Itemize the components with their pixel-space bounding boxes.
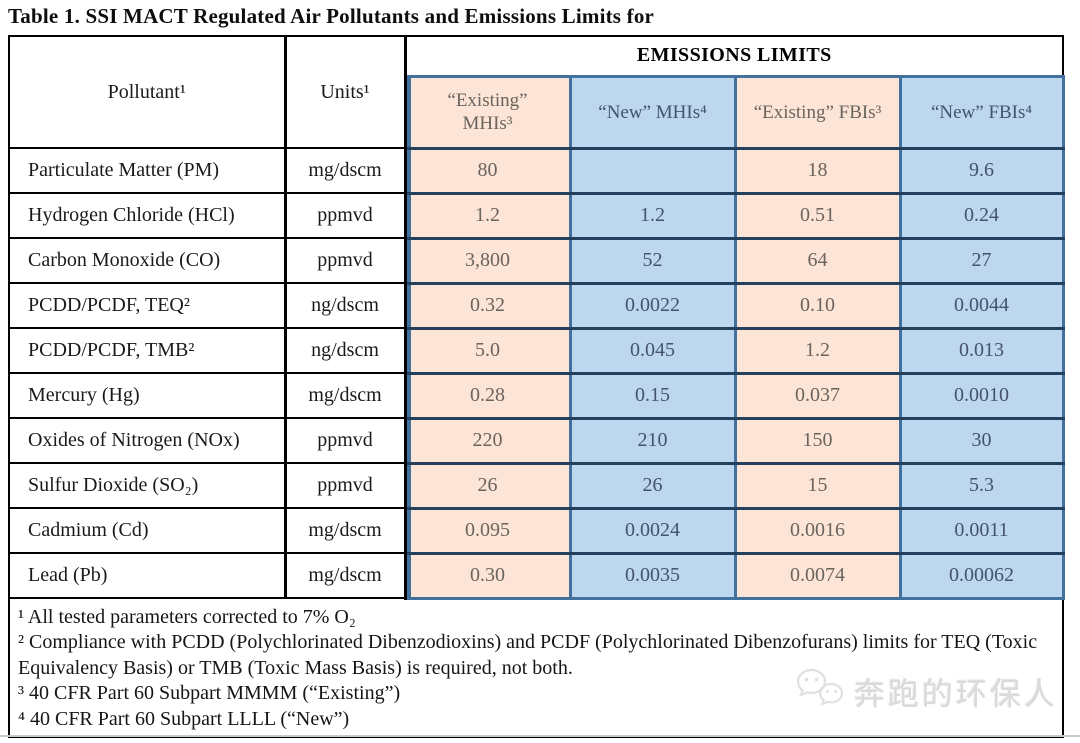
value-cell: 0.0022 [568,281,737,330]
units-cell: ppmvd [284,237,407,284]
value-cell: 0.095 [403,506,572,555]
pollutant-cell: Cadmium (Cd) [8,507,287,554]
value-cell: 220 [403,416,572,465]
table-title: Table 1. SSI MACT Regulated Air Pollutan… [8,4,655,28]
value-cell: 1.2 [403,191,572,240]
value-cell: 0.0035 [568,551,737,600]
emissions-limits-table: Pollutant¹ Units¹ EMISSIONS LIMITS “Exis… [8,35,1065,738]
value-cell: 0.15 [568,371,737,420]
value-cell: 0.0044 [898,281,1065,330]
watermark: 奔跑的环保人 [794,666,1058,716]
pollutant-cell: Lead (Pb) [8,552,287,599]
table-row: Cadmium (Cd) mg/dscm 0.095 0.0024 0.0016… [8,506,1065,555]
header-existing-mhis: “Existing” MHIs³ [403,74,572,150]
header-pollutant: Pollutant¹ [8,35,287,149]
value-cell: 0.0011 [898,506,1065,555]
value-cell: 0.0024 [568,506,737,555]
header-new-fbis: “New” FBIs⁴ [898,74,1065,150]
value-cell: 0.045 [568,326,737,375]
value-cell: 0.28 [403,371,572,420]
pollutant-cell: Mercury (Hg) [8,372,287,419]
footnote-4: ⁴ 40 CFR Part 60 Subpart LLLL (“New”) [18,707,350,730]
units-cell: ppmvd [284,192,407,239]
pollutant-cell: PCDD/PCDF, TMB² [8,327,287,374]
value-cell: 0.24 [898,191,1065,240]
units-cell: ng/dscm [284,282,407,329]
header-new-mhis: “New” MHIs⁴ [568,74,737,150]
value-cell: 26 [568,461,737,510]
pollutant-cell: PCDD/PCDF, TEQ² [8,282,287,329]
value-cell: 64 [733,236,902,285]
units-cell: mg/dscm [284,507,407,554]
table-row: PCDD/PCDF, TMB² ng/dscm 5.0 0.045 1.2 0.… [8,326,1065,375]
wechat-icon [794,666,846,716]
value-cell: 210 [568,416,737,465]
value-cell: 0.0016 [733,506,902,555]
value-cell: 0.013 [898,326,1065,375]
footnote-3: ³ 40 CFR Part 60 Subpart MMMM (“Existing… [18,682,401,704]
header-emissions-limits: EMISSIONS LIMITS [404,35,1064,77]
units-cell: mg/dscm [284,147,407,194]
value-cell: 80 [403,146,572,195]
value-cell: 1.2 [733,326,902,375]
value-cell: 27 [898,236,1065,285]
value-cell: 30 [898,416,1065,465]
value-cell: 0.00062 [898,551,1065,600]
units-cell: ppmvd [284,462,407,509]
pollutant-cell: Hydrogen Chloride (HCl) [8,192,287,239]
value-cell: 18 [733,146,902,195]
table-row: Lead (Pb) mg/dscm 0.30 0.0035 0.0074 0.0… [8,551,1065,600]
value-cell: 5.3 [898,461,1065,510]
units-cell: ng/dscm [284,327,407,374]
units-cell: mg/dscm [284,372,407,419]
pollutant-cell: Carbon Monoxide (CO) [8,237,287,284]
value-cell: 5.0 [403,326,572,375]
value-cell: 0.0074 [733,551,902,600]
value-cell: 0.32 [403,281,572,330]
table-row: Sulfur Dioxide (SO₂) ppmvd 26 26 15 5.3 [8,461,1065,510]
footnote-1: ¹ All tested parameters corrected to 7% … [18,605,356,628]
value-cell: 52 [568,236,737,285]
table-row: Particulate Matter (PM) mg/dscm 80 18 9.… [8,146,1065,195]
page-edge-line [0,735,1080,737]
value-cell: 26 [403,461,572,510]
value-cell: 0.0010 [898,371,1065,420]
footnotes-block: ¹ All tested parameters corrected to 7% … [8,597,1064,738]
table-row: Oxides of Nitrogen (NOx) ppmvd 220 210 1… [8,416,1065,465]
value-cell: 1.2 [568,191,737,240]
value-cell: 9.6 [898,146,1065,195]
value-cell: 150 [733,416,902,465]
footnote-2: ² Compliance with PCDD (Polychlorinated … [18,631,1038,679]
value-cell: 0.51 [733,191,902,240]
value-cell: 3,800 [403,236,572,285]
header-existing-fbis: “Existing” FBIs³ [733,74,902,150]
pollutant-cell: Oxides of Nitrogen (NOx) [8,417,287,464]
units-cell: ppmvd [284,417,407,464]
emissions-table: Pollutant¹ Units¹ EMISSIONS LIMITS “Exis… [8,35,1065,738]
value-cell: 0.10 [733,281,902,330]
value-cell: 0.037 [733,371,902,420]
pollutant-cell: Particulate Matter (PM) [8,147,287,194]
table-row: Hydrogen Chloride (HCl) ppmvd 1.2 1.2 0.… [8,191,1065,240]
units-cell: mg/dscm [284,552,407,599]
value-cell [568,146,737,195]
watermark-text: 奔跑的环保人 [854,676,1058,712]
value-cell: 15 [733,461,902,510]
table-row: Carbon Monoxide (CO) ppmvd 3,800 52 64 2… [8,236,1065,285]
pollutant-cell: Sulfur Dioxide (SO₂) [8,462,287,509]
value-cell: 0.30 [403,551,572,600]
header-units: Units¹ [284,35,407,149]
table-row: Mercury (Hg) mg/dscm 0.28 0.15 0.037 0.0… [8,371,1065,420]
table-row: PCDD/PCDF, TEQ² ng/dscm 0.32 0.0022 0.10… [8,281,1065,330]
